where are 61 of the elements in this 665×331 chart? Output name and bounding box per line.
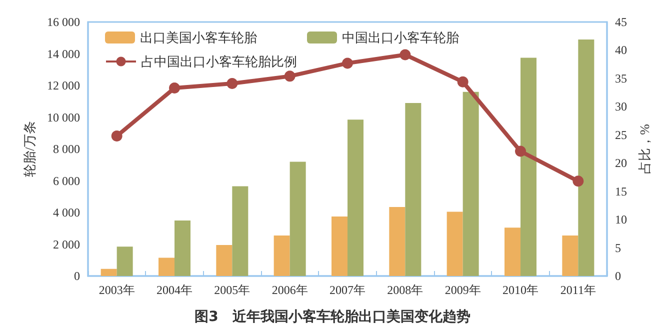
point [400,49,411,60]
bar [462,92,479,276]
bar [520,58,536,276]
bar [446,212,463,276]
y-tick-label: 2 000 [53,237,80,252]
y-tick-label: 4 000 [53,206,80,220]
point [342,58,353,69]
bar [389,206,406,276]
bar [116,246,133,276]
bar [348,120,364,276]
y2-tick-label: 20 [615,156,627,170]
y-tick-label: 12 000 [47,78,80,92]
bar [274,236,290,276]
point [515,146,526,157]
bar [100,268,117,276]
legend-label: 占中国出口小客车轮胎比例 [141,54,297,69]
y-axis-title: 轮胎/万条 [22,121,37,177]
point [457,76,468,88]
y2-tick-label: 45 [615,15,627,29]
y2-axis-title: 占比，% [636,124,652,174]
y-tick-label: 16 000 [47,15,80,29]
legend-label: 中国出口小客车轮胎 [342,30,459,45]
point [111,130,122,142]
bar [504,228,520,276]
bar [216,245,232,276]
y2-tick-label: 10 [615,212,627,227]
x-tick-label: 2005年 [214,283,250,297]
point [169,82,180,94]
legend-label: 出口美国小客车轮胎 [140,30,257,45]
x-tick-label: 2009年 [444,283,481,297]
x-tick-label: 2008年 [387,283,424,297]
bar [405,102,422,276]
bar [290,162,306,276]
bar [332,216,348,276]
y-tick-label: 8 000 [53,142,80,156]
y2-tick-label: 25 [615,128,627,142]
bar [562,236,578,276]
y2-tick-label: 15 [615,184,627,198]
y-tick-label: 6 000 [53,174,80,188]
y-tick-label: 14 000 [47,46,80,61]
x-tick-label: 2011年 [560,283,596,297]
x-tick-label: 2004年 [156,283,192,297]
y2-tick-label: 35 [615,71,627,86]
x-tick-label: 2003年 [98,283,135,297]
y2-tick-label: 0 [615,269,621,283]
text: 图3 近年我国小客车轮胎出口美国变化趋势 [194,308,470,325]
y2-tick-label: 5 [615,240,621,255]
x-tick-label: 2006年 [272,283,308,297]
y-tick-label: 0 [74,269,80,283]
point [572,176,584,187]
point [284,70,296,82]
bar [158,258,174,276]
point [226,78,238,90]
x-tick-label: 2010年 [502,283,538,297]
y-tick-label: 10 000 [47,110,80,124]
bar [232,186,248,276]
bar [174,220,190,276]
y2-tick-label: 30 [615,100,627,114]
y2-tick-label: 40 [615,43,627,58]
x-tick-label: 2007年 [330,283,366,297]
bar [578,39,594,276]
